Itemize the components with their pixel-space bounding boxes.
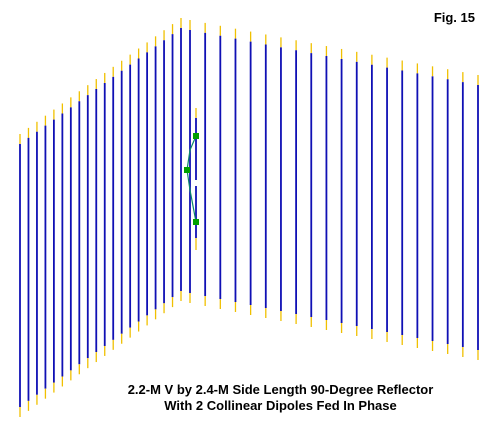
source-marker-center	[184, 167, 190, 173]
caption-line-1: 2.2-M V by 2.4-M Side Length 90-Degree R…	[127, 382, 434, 397]
source-marker-upper	[193, 133, 199, 139]
phasing-line	[186, 135, 197, 223]
source-marker-lower	[193, 219, 199, 225]
figure-label: Fig. 15	[433, 10, 475, 25]
reflector-element-group	[19, 18, 479, 417]
caption-line-2: With 2 Collinear Dipoles Fed In Phase	[164, 398, 397, 413]
driven-dipole-group	[184, 108, 199, 250]
